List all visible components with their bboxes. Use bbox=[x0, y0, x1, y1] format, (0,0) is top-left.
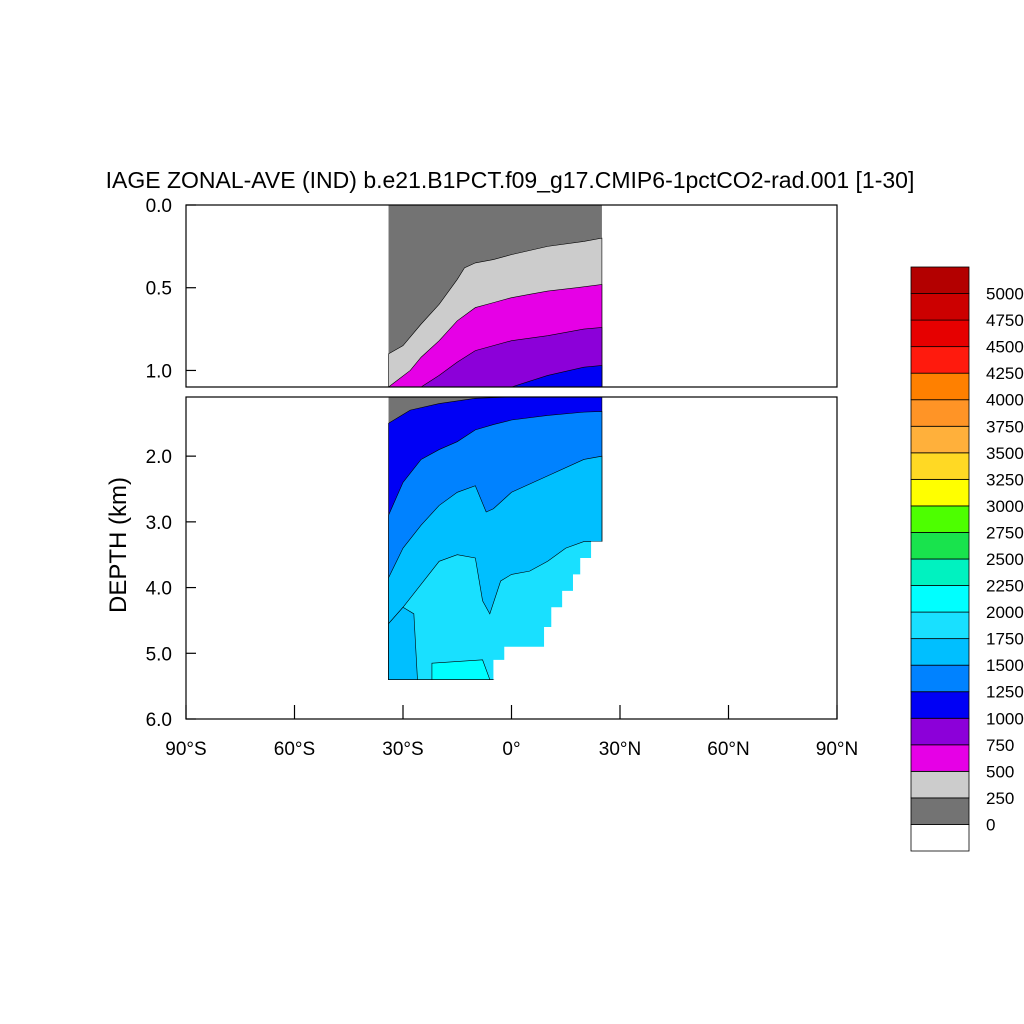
y-tick-label: 4.0 bbox=[146, 579, 172, 600]
y-tick-label: 6.0 bbox=[146, 710, 172, 731]
land-mask bbox=[493, 541, 606, 719]
colorbar-box bbox=[910, 266, 970, 294]
colorbar-label: 1500 bbox=[986, 656, 1024, 675]
colorbar-label: 3250 bbox=[986, 470, 1024, 489]
y-tick-label: 1.0 bbox=[146, 361, 172, 382]
contour-region-1000 bbox=[388, 365, 603, 387]
colorbar-box bbox=[910, 664, 970, 693]
colorbar-label: 2250 bbox=[986, 577, 1024, 596]
colorbar-box bbox=[910, 824, 970, 852]
colorbar-label: 3750 bbox=[986, 417, 1024, 436]
colorbar-label: 3500 bbox=[986, 444, 1024, 463]
y-axis-label: DEPTH (km) bbox=[105, 477, 132, 613]
colorbar-label: 500 bbox=[986, 762, 1014, 781]
colorbar-box bbox=[910, 638, 970, 666]
colorbar-box bbox=[910, 452, 970, 480]
colorbar-box bbox=[910, 425, 970, 454]
x-tick-label: 90°S bbox=[165, 739, 206, 760]
colorbar-label: 1750 bbox=[986, 630, 1024, 649]
colorbar-box bbox=[910, 797, 970, 825]
x-tick-label: 90°N bbox=[816, 739, 858, 760]
colorbar-label: 4750 bbox=[986, 311, 1024, 330]
chart-title: IAGE ZONAL-AVE (IND) b.e21.B1PCT.f09_g17… bbox=[106, 167, 915, 193]
colorbar-label: 4250 bbox=[986, 364, 1024, 383]
colorbar-box bbox=[910, 346, 970, 374]
colorbar-box bbox=[910, 691, 970, 719]
y-tick-label: 0.0 bbox=[146, 196, 172, 217]
x-tick-label: 30°N bbox=[599, 739, 641, 760]
colorbar-box bbox=[910, 717, 970, 746]
colorbar-box bbox=[910, 505, 970, 533]
colorbar-box bbox=[910, 611, 970, 640]
colorbar-box bbox=[910, 319, 970, 348]
colorbar-label: 5000 bbox=[986, 285, 1024, 304]
x-tick-label: 0° bbox=[502, 739, 520, 760]
colorbar-box bbox=[910, 478, 970, 507]
colorbar-label: 4500 bbox=[986, 338, 1024, 357]
colorbar-box bbox=[910, 532, 970, 560]
colorbar-box bbox=[910, 585, 970, 613]
contour-region-deep-west bbox=[388, 606, 418, 680]
contour-fill bbox=[388, 205, 603, 387]
x-tick-label: 60°S bbox=[274, 739, 315, 760]
colorbar-label: 4000 bbox=[986, 391, 1024, 410]
panel-frame bbox=[185, 204, 838, 388]
colorbar: 0 250 500 750 1000 1250 1500 1750 2000 2250 2500 27… bbox=[910, 266, 1024, 852]
contour-region-deep-core bbox=[431, 659, 491, 680]
colorbar-label: 1000 bbox=[986, 709, 1024, 728]
colorbar-box bbox=[910, 399, 970, 427]
colorbar-label: 2000 bbox=[986, 603, 1024, 622]
y-tick-label: 3.0 bbox=[146, 513, 172, 534]
colorbar-label: 0 bbox=[986, 815, 995, 834]
lower-panel: 2.0 3.0 4.0 5.0 6.0 bbox=[146, 396, 838, 731]
colorbar-label: 2500 bbox=[986, 550, 1024, 569]
y-tick-label: 2.0 bbox=[146, 447, 172, 468]
colorbar-label: 1250 bbox=[986, 683, 1024, 702]
colorbar-label: 250 bbox=[986, 789, 1014, 808]
x-tick-label: 30°S bbox=[382, 739, 423, 760]
colorbar-box bbox=[910, 744, 970, 772]
x-tick-label: 60°N bbox=[707, 739, 749, 760]
colorbar-box bbox=[910, 770, 970, 799]
colorbar-label: 750 bbox=[986, 736, 1014, 755]
upper-panel: 0.0 0.5 1.0 bbox=[146, 196, 838, 388]
y-tick-label: 0.5 bbox=[146, 279, 172, 300]
x-axis: 90°S 60°S 30°S 0° 30°N 60°N 90°N bbox=[165, 705, 858, 760]
colorbar-box bbox=[910, 558, 970, 586]
contour-region-750 bbox=[388, 327, 603, 387]
colorbar-label: 3000 bbox=[986, 497, 1024, 516]
y-tick-label: 5.0 bbox=[146, 644, 172, 665]
colorbar-label: 2750 bbox=[986, 523, 1024, 542]
colorbar-box bbox=[910, 293, 970, 321]
colorbar-box bbox=[910, 372, 970, 401]
contour-fill bbox=[388, 397, 606, 719]
